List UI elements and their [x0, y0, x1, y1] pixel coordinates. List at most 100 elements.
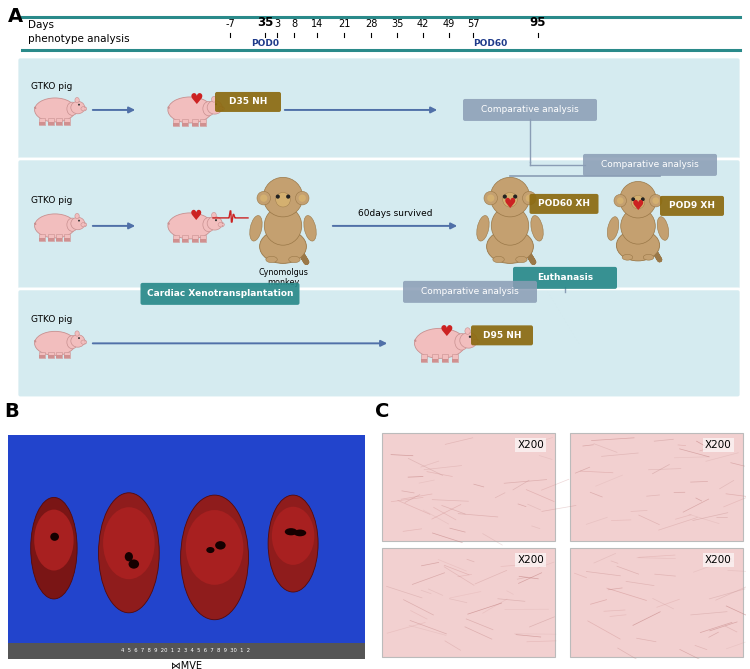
Ellipse shape	[616, 229, 659, 261]
Ellipse shape	[454, 334, 468, 350]
Bar	[39, 355, 45, 358]
Bar	[172, 123, 178, 126]
Ellipse shape	[75, 98, 80, 103]
Text: 57: 57	[466, 19, 479, 29]
Circle shape	[276, 195, 280, 199]
FancyBboxPatch shape	[17, 289, 741, 398]
Circle shape	[632, 197, 635, 201]
Ellipse shape	[632, 195, 645, 209]
Circle shape	[526, 195, 533, 202]
Ellipse shape	[657, 217, 669, 240]
Bar	[48, 234, 54, 241]
Text: POD60: POD60	[472, 39, 507, 48]
Ellipse shape	[211, 96, 216, 102]
FancyBboxPatch shape	[17, 57, 741, 163]
Text: 21: 21	[338, 19, 350, 29]
Circle shape	[222, 109, 224, 110]
Circle shape	[222, 225, 224, 227]
FancyBboxPatch shape	[140, 283, 299, 305]
Ellipse shape	[460, 332, 477, 348]
Bar	[421, 359, 427, 362]
Circle shape	[78, 337, 80, 339]
Text: ♥: ♥	[189, 92, 202, 108]
Ellipse shape	[34, 331, 76, 355]
Text: Comparative analysis: Comparative analysis	[422, 288, 519, 296]
Circle shape	[78, 104, 80, 106]
Ellipse shape	[67, 336, 78, 349]
Circle shape	[650, 195, 662, 207]
Bar	[64, 355, 70, 358]
Text: Cynomolgus
monkey: Cynomolgus monkey	[258, 268, 308, 287]
Bar	[56, 122, 62, 125]
Text: C: C	[375, 402, 389, 421]
Ellipse shape	[268, 495, 318, 592]
Circle shape	[286, 195, 290, 199]
Ellipse shape	[415, 328, 466, 359]
Ellipse shape	[75, 331, 80, 336]
Bar	[570, 548, 742, 657]
FancyBboxPatch shape	[471, 325, 533, 345]
Ellipse shape	[202, 217, 214, 231]
Circle shape	[487, 195, 494, 202]
Bar	[182, 239, 188, 242]
Ellipse shape	[207, 217, 222, 230]
Bar	[192, 239, 198, 242]
Ellipse shape	[493, 256, 504, 263]
Bar	[39, 118, 45, 125]
Circle shape	[78, 219, 80, 221]
Bar	[48, 122, 54, 125]
Text: 28: 28	[364, 19, 377, 29]
Bar	[172, 235, 178, 242]
Bar	[56, 351, 62, 358]
Ellipse shape	[124, 552, 133, 561]
Ellipse shape	[67, 218, 78, 231]
Circle shape	[215, 219, 217, 221]
Text: D95 NH: D95 NH	[483, 331, 521, 340]
FancyBboxPatch shape	[17, 159, 741, 293]
Text: 42: 42	[417, 19, 429, 29]
Ellipse shape	[50, 533, 59, 541]
Text: POD60 XH: POD60 XH	[538, 199, 590, 209]
Text: -7: -7	[225, 19, 235, 29]
Circle shape	[477, 343, 478, 344]
Ellipse shape	[98, 493, 159, 613]
Bar	[64, 234, 70, 241]
Bar	[192, 235, 198, 242]
Bar	[64, 122, 70, 125]
Text: Cardiac Xenotransplantation: Cardiac Xenotransplantation	[147, 290, 293, 298]
Ellipse shape	[472, 339, 479, 345]
Ellipse shape	[202, 102, 214, 116]
Bar	[200, 123, 206, 126]
Bar	[182, 119, 188, 126]
Bar	[48, 118, 54, 125]
Bar	[172, 119, 178, 126]
Bar	[56, 118, 62, 125]
Ellipse shape	[477, 215, 489, 241]
Ellipse shape	[491, 206, 529, 246]
Bar	[200, 239, 206, 242]
Circle shape	[503, 195, 507, 199]
Text: ♥: ♥	[632, 199, 644, 213]
Ellipse shape	[207, 100, 222, 114]
Bar	[172, 239, 178, 242]
Circle shape	[85, 341, 86, 342]
Text: 49: 49	[442, 19, 455, 29]
Ellipse shape	[70, 217, 85, 229]
Ellipse shape	[75, 213, 80, 219]
Circle shape	[260, 195, 268, 202]
Text: POD9 XH: POD9 XH	[669, 201, 715, 211]
Ellipse shape	[531, 215, 543, 241]
Ellipse shape	[621, 208, 656, 244]
Circle shape	[469, 336, 471, 338]
FancyBboxPatch shape	[660, 196, 724, 216]
Circle shape	[617, 197, 623, 204]
Text: 35: 35	[256, 16, 273, 29]
Ellipse shape	[168, 213, 212, 239]
Bar	[431, 353, 437, 362]
Ellipse shape	[218, 222, 224, 227]
Circle shape	[257, 191, 271, 205]
Ellipse shape	[503, 193, 518, 207]
Bar	[48, 351, 54, 358]
Bar	[421, 353, 427, 362]
Bar	[442, 359, 448, 362]
